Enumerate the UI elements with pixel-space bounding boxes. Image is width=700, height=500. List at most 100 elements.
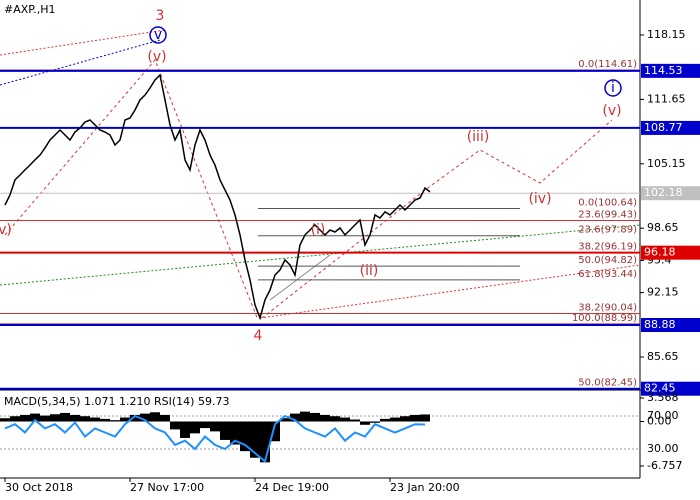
macd-bar bbox=[150, 412, 160, 422]
macd-bar bbox=[310, 412, 320, 422]
level-label: 108.77 bbox=[644, 121, 683, 134]
macd-bar bbox=[290, 413, 300, 422]
rsi-line bbox=[4, 414, 426, 464]
macd-bar bbox=[100, 418, 110, 422]
y-tick-label: 111.65 bbox=[647, 92, 686, 105]
fib-label: 50.0(82.45) bbox=[578, 378, 637, 389]
y-tick-label: 118.15 bbox=[647, 28, 686, 41]
macd-bar bbox=[340, 417, 350, 422]
fib-label: 38.2(96.19) bbox=[578, 242, 637, 253]
macd-bar bbox=[360, 421, 370, 425]
level-label: 88.88 bbox=[644, 318, 676, 331]
macd-bar bbox=[60, 412, 70, 422]
macd-bar bbox=[20, 414, 30, 422]
fib-label: 0.0(100.64) bbox=[578, 197, 637, 208]
macd-bar bbox=[170, 421, 180, 430]
macd-bar bbox=[180, 421, 190, 438]
wave-label: 3 bbox=[156, 8, 165, 24]
fib-label: 50.0(94.82) bbox=[578, 255, 637, 266]
macd-bar bbox=[260, 421, 270, 463]
y-tick-label: 85.65 bbox=[647, 350, 679, 363]
y-tick-label: 3.568 bbox=[647, 391, 679, 404]
macd-bar bbox=[30, 413, 40, 422]
wave-label: (iv) bbox=[528, 191, 551, 207]
chart-title: #AXP.,H1 bbox=[4, 3, 55, 16]
macd-bar bbox=[40, 415, 50, 422]
fib-label: 100.0(88.99) bbox=[572, 313, 637, 324]
fib-label: 23.6(99.43) bbox=[578, 209, 637, 220]
wave-label: (v) bbox=[147, 49, 166, 65]
macd-bar bbox=[330, 416, 340, 422]
fib-label: 38.2(90.04) bbox=[578, 303, 637, 314]
macd-bar bbox=[140, 413, 150, 422]
macd-bar bbox=[390, 417, 400, 422]
macd-bar bbox=[50, 414, 60, 422]
macd-bar bbox=[350, 419, 360, 422]
macd-bar bbox=[230, 421, 240, 445]
level-label: 82.45 bbox=[644, 382, 676, 395]
wave-label: (v) bbox=[602, 103, 621, 119]
wave-label: v) bbox=[0, 222, 12, 238]
y2-tick-label: 70.00 bbox=[647, 409, 679, 422]
macd-bar bbox=[10, 416, 20, 422]
wave-circle bbox=[604, 79, 622, 97]
level-box bbox=[641, 63, 700, 78]
macd-bar bbox=[120, 417, 130, 422]
macd-bar bbox=[240, 421, 250, 452]
macd-bar bbox=[250, 421, 260, 458]
level-box bbox=[641, 245, 700, 260]
wave-label: i bbox=[611, 80, 615, 96]
y-tick-label: 105.15 bbox=[647, 157, 686, 170]
macd-bar bbox=[410, 414, 420, 422]
macd-bar bbox=[130, 414, 140, 422]
wave-label: (i) bbox=[311, 222, 326, 238]
macd-bar bbox=[400, 416, 410, 422]
macd-bar bbox=[370, 421, 380, 423]
level-box bbox=[641, 120, 700, 135]
price-line bbox=[4, 73, 431, 321]
level-box bbox=[641, 381, 700, 396]
macd-bar bbox=[0, 418, 10, 422]
macd-bar bbox=[270, 421, 280, 442]
macd-bar bbox=[110, 420, 120, 422]
macd-bar bbox=[160, 414, 170, 422]
fib-label: 0.0(114.61) bbox=[578, 59, 637, 70]
fib-label: 61.8(93.44) bbox=[578, 269, 637, 280]
fib-label: 23.6(97.89) bbox=[578, 225, 637, 236]
wave-path bbox=[4, 59, 259, 321]
macd-bar bbox=[190, 421, 200, 434]
x-tick-label: 30 Oct 2018 bbox=[5, 481, 73, 494]
wave-label: 4 bbox=[254, 328, 263, 344]
x-tick-label: 27 Nov 17:00 bbox=[130, 481, 204, 494]
wave-label: (ii) bbox=[360, 263, 379, 279]
macd-bar bbox=[420, 414, 430, 422]
x-tick-label: 24 Dec 19:00 bbox=[255, 481, 329, 494]
level-label: 96.18 bbox=[644, 246, 676, 259]
level-box bbox=[641, 186, 700, 201]
level-box bbox=[641, 318, 700, 332]
y-tick-label: -6.757 bbox=[647, 459, 682, 472]
y2-tick-label: 30.00 bbox=[647, 442, 679, 455]
macd-bar bbox=[210, 421, 220, 432]
x-tick-label: 23 Jan 20:00 bbox=[390, 481, 460, 494]
macd-bar bbox=[200, 421, 210, 429]
macd-bar bbox=[80, 416, 90, 422]
y-tick-label: 92.15 bbox=[647, 286, 679, 299]
macd-bar bbox=[320, 414, 330, 422]
macd-bar bbox=[300, 411, 310, 422]
channel-line bbox=[269, 254, 331, 301]
macd-bar bbox=[380, 418, 390, 422]
trend-line bbox=[0, 224, 641, 286]
y-tick-label: 98.65 bbox=[647, 221, 679, 234]
level-label: 102.18 bbox=[644, 186, 683, 199]
level-label: 114.53 bbox=[644, 64, 683, 77]
indicator-title: MACD(5,34,5) 1.071 1.210 RSI(14) 59.73 bbox=[4, 395, 229, 408]
wave-label: (iii) bbox=[467, 129, 490, 145]
wave-label: v bbox=[154, 27, 162, 43]
wave-circle bbox=[149, 26, 167, 44]
y-tick-label: 0.00 bbox=[647, 414, 672, 427]
macd-bar bbox=[90, 417, 100, 422]
macd-bar bbox=[70, 414, 80, 422]
